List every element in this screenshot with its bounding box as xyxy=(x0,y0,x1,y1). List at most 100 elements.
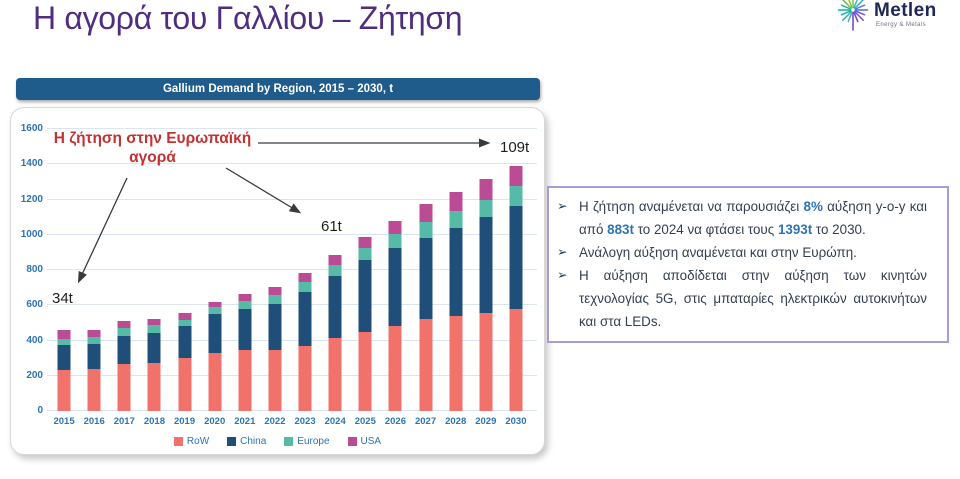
bar-segment-row xyxy=(147,362,161,411)
bar-segment-europe xyxy=(117,328,131,337)
bar-segment-china xyxy=(449,227,463,316)
legend-swatch-europe xyxy=(284,437,294,446)
bar-segment-row xyxy=(117,364,131,411)
bar-segment-europe xyxy=(449,210,463,228)
y-axis-label-400: 400 xyxy=(26,334,43,346)
bullet-text: Ανάλογη αύξηση αναμένεται και στην Ευρώπ… xyxy=(579,245,857,260)
bar-segment-row xyxy=(178,358,192,411)
bar-2016 xyxy=(79,129,109,411)
bar-segment-usa xyxy=(358,237,372,249)
bar-segment-usa xyxy=(509,165,523,187)
x-axis-label-2018: 2018 xyxy=(143,416,165,427)
bullet-item-3: ➢ Η αύξηση αποδίδεται στην αύξηση των κιν… xyxy=(557,264,927,333)
bar-segment-europe xyxy=(147,325,161,333)
legend-item-china: China xyxy=(227,436,266,447)
bar-segment-row xyxy=(238,350,252,411)
bar-segment-row xyxy=(328,337,342,411)
gridline-1000 xyxy=(47,233,537,235)
bar-segment-china xyxy=(147,332,161,363)
starburst-ray xyxy=(842,11,852,21)
bar-segment-row xyxy=(87,368,101,411)
annotation-2015-europe-value: 34t xyxy=(52,290,73,307)
page-title: Η αγορά του Γαλλίου – Ζήτηση xyxy=(33,0,463,36)
chart-title-bar: Gallium Demand by Region, 2015 – 2030, t xyxy=(16,78,540,100)
bar-2024 xyxy=(320,129,350,411)
x-axis-label-2024: 2024 xyxy=(324,416,346,427)
metlen-logo: Metlen Energy & Metals xyxy=(830,0,960,38)
bar-segment-china xyxy=(388,247,402,326)
bar-segment-usa xyxy=(147,319,161,325)
bar-segment-row xyxy=(57,369,71,411)
starburst-ray xyxy=(854,4,866,10)
bar-stack-2025 xyxy=(358,237,372,411)
bar-segment-row xyxy=(509,308,523,411)
bars-container xyxy=(49,129,531,411)
bar-2019 xyxy=(170,129,200,411)
bar-2018 xyxy=(139,129,169,411)
bar-segment-usa xyxy=(328,255,342,266)
bar-2020 xyxy=(200,129,230,411)
bar-segment-china xyxy=(117,336,131,365)
y-axis-label-1000: 1000 xyxy=(20,228,43,240)
bar-segment-china xyxy=(178,325,192,359)
legend-label-usa: USA xyxy=(360,436,382,447)
legend-label-europe: Europe xyxy=(297,436,330,447)
annotation-europe-demand-line2: αγορά xyxy=(129,149,176,166)
starburst-ray xyxy=(840,4,852,10)
y-axis-label-600: 600 xyxy=(26,299,43,311)
x-axis-label-2030: 2030 xyxy=(505,416,527,427)
bar-stack-2022 xyxy=(268,287,282,411)
starburst-icon xyxy=(837,0,869,31)
x-axis-label-2025: 2025 xyxy=(354,416,376,427)
bar-segment-europe xyxy=(328,265,342,277)
bar-2015 xyxy=(49,129,79,411)
bullet-text: Η αύξηση αποδίδεται στην αύξηση των κινη… xyxy=(579,268,927,329)
legend-item-row: RoW xyxy=(173,436,209,447)
bar-stack-2019 xyxy=(178,313,192,411)
annotation-2024-europe-value: 61t xyxy=(321,218,342,235)
x-axis-label-2023: 2023 xyxy=(294,416,316,427)
x-axis-label-2021: 2021 xyxy=(234,416,256,427)
bar-segment-europe xyxy=(268,295,282,304)
bar-segment-europe xyxy=(87,337,101,345)
y-axis-label-200: 200 xyxy=(26,369,43,381)
bar-segment-europe xyxy=(388,234,402,248)
bar-segment-china xyxy=(479,217,493,314)
x-axis-label-2015: 2015 xyxy=(53,416,75,427)
bar-2025 xyxy=(350,129,380,411)
starburst-ray xyxy=(847,11,853,23)
bar-stack-2020 xyxy=(208,302,222,411)
bar-stack-2029 xyxy=(479,179,493,411)
bar-segment-china xyxy=(57,344,71,370)
bar-segment-europe xyxy=(238,300,252,310)
bar-stack-2023 xyxy=(298,272,312,411)
bar-2026 xyxy=(380,129,410,411)
bar-2027 xyxy=(411,129,441,411)
x-axis-labels: 2015 2016 2017 2018 2019 2020 2021 2022 2023 2024… xyxy=(49,416,531,427)
gridline-1600 xyxy=(47,128,537,129)
x-axis-label-2022: 2022 xyxy=(264,416,286,427)
bar-segment-europe xyxy=(178,319,192,326)
bar-segment-china xyxy=(509,205,523,309)
bar-segment-usa xyxy=(388,220,402,235)
bar-2017 xyxy=(109,129,139,411)
infobox-bullet-list: ➢ Η ζήτηση αναμένεται να παρουσιάζει 8% α… xyxy=(557,195,927,333)
bar-2028 xyxy=(441,129,471,411)
bullet-marker: ➢ xyxy=(557,245,568,259)
gridline-1400 xyxy=(47,163,537,165)
x-axis-label-2029: 2029 xyxy=(475,416,497,427)
bar-stack-2015 xyxy=(57,329,71,411)
annotation-2030-europe-value: 109t xyxy=(500,139,530,156)
bar-segment-china xyxy=(208,314,222,353)
x-axis-label-2027: 2027 xyxy=(414,416,437,427)
bar-segment-china xyxy=(238,309,252,351)
starburst-ray xyxy=(842,0,852,9)
y-axis-label-1400: 1400 xyxy=(20,158,43,170)
bar-segment-europe xyxy=(298,282,312,293)
bar-segment-usa xyxy=(87,329,101,338)
legend-item-usa: USA xyxy=(347,436,382,447)
annotation-europe-demand: Η ζήτηση στην Ευρωπαϊκή αγορά xyxy=(40,129,265,167)
y-axis-label-800: 800 xyxy=(26,264,43,275)
bar-segment-row xyxy=(479,313,493,411)
